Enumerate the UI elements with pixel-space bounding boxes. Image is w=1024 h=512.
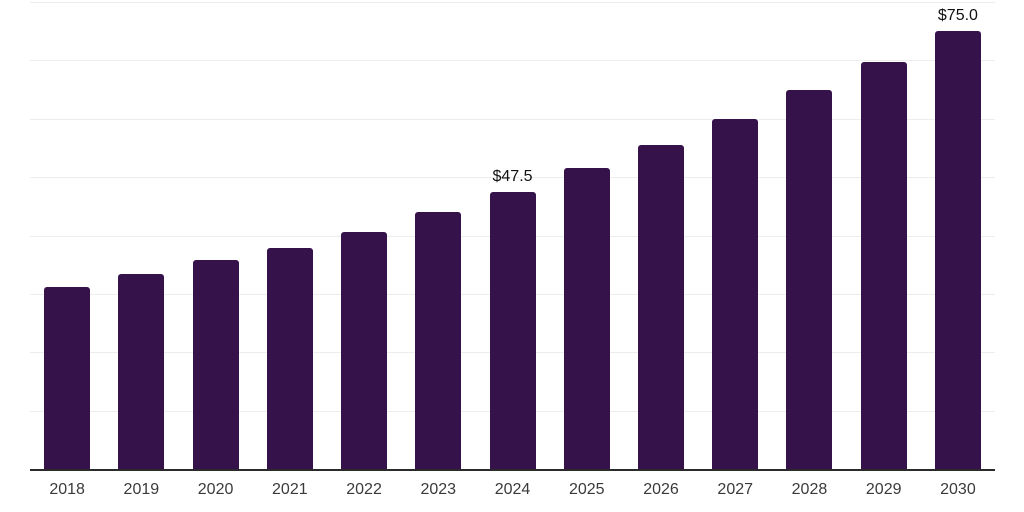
bar-2019	[118, 274, 165, 469]
bar-column-2022	[327, 2, 401, 469]
value-label-2024: $47.5	[492, 167, 533, 185]
x-tick-label-2018: 2018	[49, 481, 85, 498]
bar-2022	[341, 232, 388, 469]
bar-2020	[192, 260, 239, 469]
x-tick-label-2024: 2024	[494, 481, 531, 498]
value-label-2030: $75.0	[937, 7, 978, 25]
bar-column-2029	[847, 2, 921, 469]
bar-2026	[637, 145, 684, 469]
bar-column-2026	[624, 2, 698, 469]
bar-2021	[266, 247, 313, 469]
bar-column-2020	[178, 2, 252, 469]
bar-2023	[415, 211, 462, 469]
x-tick-label-2027: 2027	[717, 481, 754, 498]
gridline-60	[30, 118, 995, 120]
bar-column-2019	[104, 2, 178, 469]
gridline-50	[30, 177, 995, 179]
bars-container: $47.5 $75.0	[30, 2, 995, 469]
x-tick-label-2020: 2020	[197, 481, 234, 498]
bar-column-2018	[30, 2, 104, 469]
bar-2029	[860, 61, 907, 469]
bar-2025	[563, 168, 610, 469]
x-tick-label-2028: 2028	[791, 481, 828, 498]
bar-2024	[489, 191, 536, 469]
x-tick-label-2022: 2022	[346, 481, 382, 498]
x-tick-label-2023: 2023	[420, 481, 457, 498]
x-tick-label-2021: 2021	[272, 481, 308, 498]
bar-column-2028	[772, 2, 846, 469]
bar-column-2027	[698, 2, 772, 469]
bar-column-2021	[253, 2, 327, 469]
bar-column-2024: $47.5	[475, 2, 549, 469]
bar-column-2025	[550, 2, 624, 469]
x-tick-label-2029: 2029	[865, 481, 902, 498]
x-tick-label-2019: 2019	[123, 481, 160, 498]
x-axis: 2018 2019 2020 2021 2022 2023 2024 2025 2026 2027…	[30, 481, 995, 499]
x-tick-label-2025: 2025	[568, 481, 605, 498]
bar-2018	[44, 287, 91, 469]
x-tick-label-2026: 2026	[643, 481, 679, 498]
gridline-70	[30, 60, 995, 62]
plot-area: $47.5 $75.0	[30, 2, 995, 471]
gridline-80	[30, 2, 995, 3]
bar-2030	[934, 31, 981, 469]
bar-column-2023	[401, 2, 475, 469]
bar-2028	[786, 90, 833, 469]
bar-column-2030: $75.0	[921, 2, 995, 469]
x-tick-label-2030: 2030	[940, 481, 976, 498]
bar-2027	[712, 118, 759, 469]
